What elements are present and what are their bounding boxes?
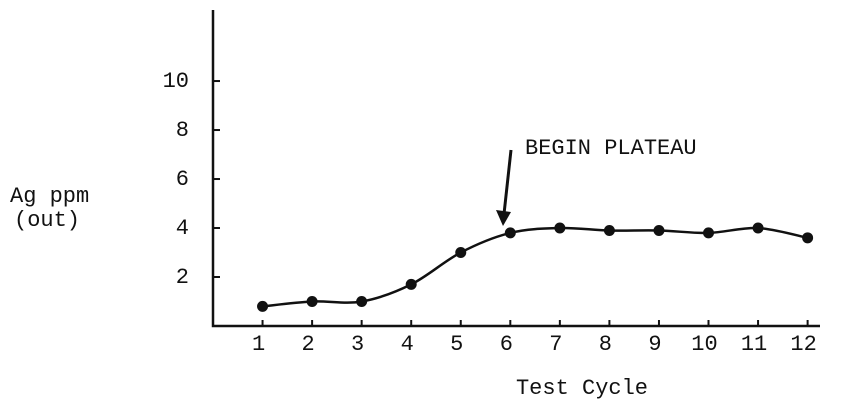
y-tick-label: 10: [163, 69, 189, 94]
data-point: [653, 224, 665, 236]
x-tick-label: 12: [790, 332, 816, 357]
data-point: [356, 296, 368, 308]
data-point: [752, 222, 764, 234]
x-tick-label: 4: [401, 332, 414, 357]
data-point: [554, 222, 566, 234]
x-tick-label: 8: [599, 332, 612, 357]
x-tick-label: 3: [351, 332, 364, 357]
data-point: [703, 227, 715, 239]
data-point: [306, 296, 318, 308]
x-tick-label: 11: [741, 332, 767, 357]
annotation: BEGIN PLATEAU: [525, 136, 697, 161]
data-line: [262, 226, 808, 308]
x-tick-label: 1: [252, 332, 265, 357]
x-tick-label: 10: [691, 332, 717, 357]
y-tick-label: 2: [176, 265, 189, 290]
data-point: [504, 227, 516, 239]
x-axis-label: Test Cycle: [516, 376, 648, 401]
y-tick-label: 4: [176, 216, 189, 241]
x-tick-label: 2: [302, 332, 315, 357]
axes: [211, 10, 820, 328]
data-point: [455, 247, 467, 259]
y-axis-label: Ag ppm: [10, 184, 89, 209]
x-tick-label: 7: [549, 332, 562, 357]
y-axis-label: (out): [14, 208, 80, 233]
y-tick-label: 8: [176, 118, 189, 143]
data-point: [603, 224, 615, 236]
x-tick-label: 9: [648, 332, 661, 357]
data-point: [802, 232, 814, 244]
y-tick-label: 6: [176, 167, 189, 192]
x-tick-label: 6: [500, 332, 513, 357]
x-tick-label: 5: [450, 332, 463, 357]
annotation-arrowhead: [496, 210, 511, 226]
annotation-arrow: [502, 149, 513, 215]
data-point: [405, 278, 417, 290]
data-point: [257, 300, 269, 312]
